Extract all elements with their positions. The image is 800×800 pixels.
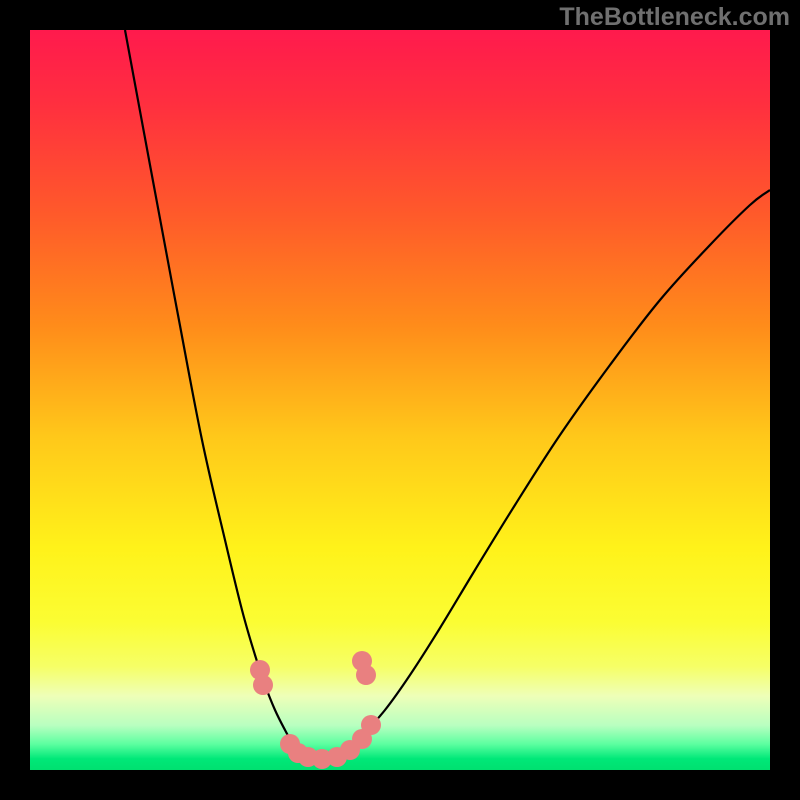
marker-point — [352, 651, 372, 671]
watermark-text: TheBottleneck.com — [559, 3, 790, 32]
plot-background — [30, 30, 770, 770]
chart-container: TheBottleneck.com — [0, 0, 800, 800]
bottleneck-chart — [0, 0, 800, 800]
marker-point — [253, 675, 273, 695]
marker-point — [361, 715, 381, 735]
